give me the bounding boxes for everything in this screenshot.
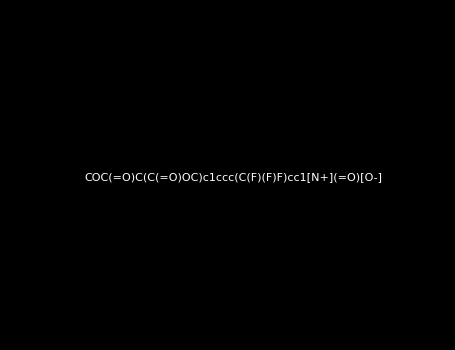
Text: COC(=O)C(C(=O)OC)c1ccc(C(F)(F)F)cc1[N+](=O)[O-]: COC(=O)C(C(=O)OC)c1ccc(C(F)(F)F)cc1[N+](…	[84, 172, 382, 182]
